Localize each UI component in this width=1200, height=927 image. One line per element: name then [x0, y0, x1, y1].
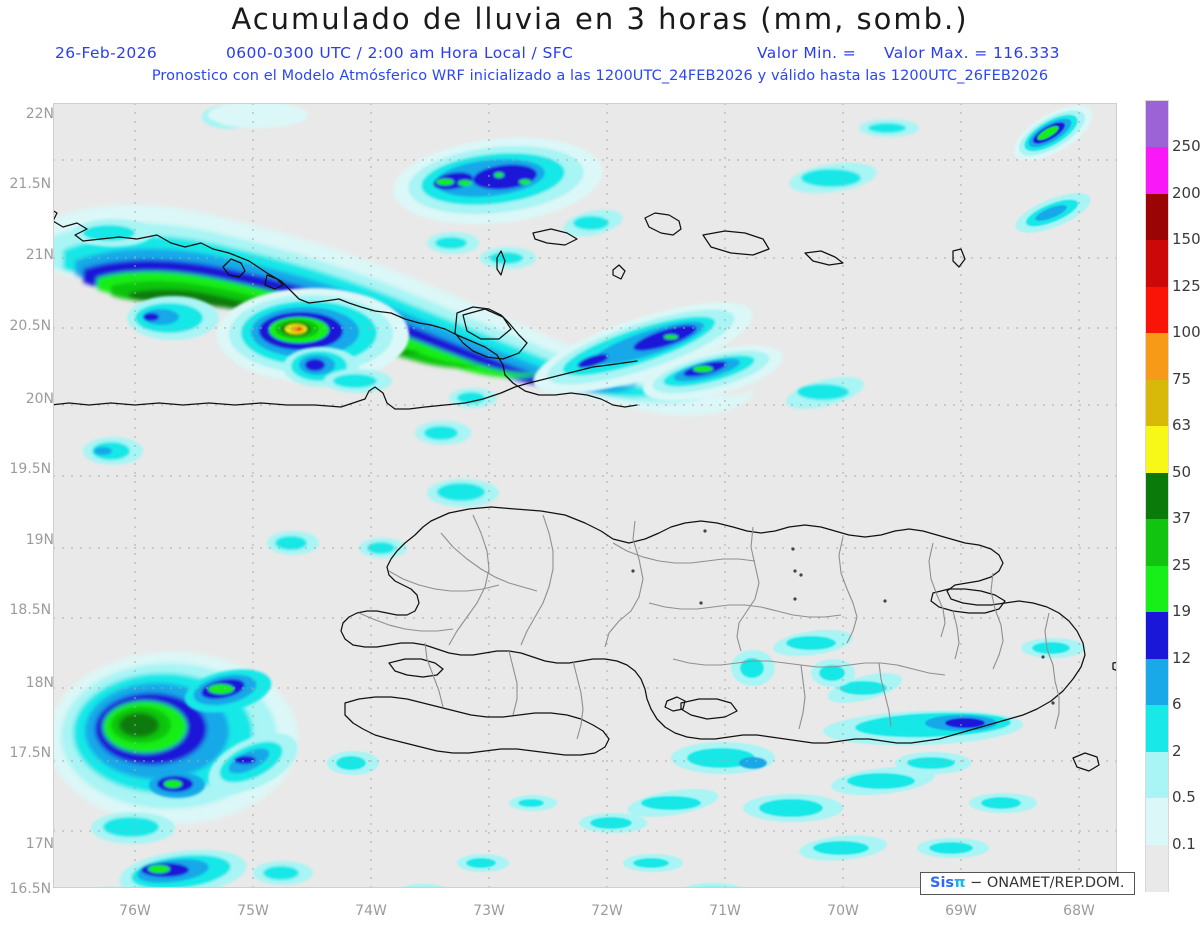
colorbar-tick: 100: [1172, 323, 1200, 342]
y-axis-tick: 20.5N: [9, 318, 52, 334]
forecast-period: 0600-0300 UTC / 2:00 am Hora Local / SFC: [226, 44, 574, 62]
coastline-layer: [53, 209, 1117, 772]
colorbar-band: [1146, 519, 1168, 567]
logo-sis-text: Sis: [930, 875, 955, 891]
contour-dr-south-coast: [327, 629, 1023, 822]
y-axis-tick: 17N: [25, 836, 54, 852]
colorbar-tick: 6: [1172, 695, 1182, 714]
y-axis-tick: 21N: [25, 247, 54, 263]
y-axis-tick: 19N: [25, 532, 54, 548]
y-axis-tick: 19.5N: [9, 461, 52, 477]
colorbar-tick: 12: [1172, 648, 1192, 667]
colorbar-band: [1146, 751, 1168, 799]
colorbar-band: [1146, 658, 1168, 706]
colorbar-band: [1146, 472, 1168, 520]
colorbar-tick: 150: [1172, 230, 1200, 249]
contour-bahamas-band: [393, 137, 603, 225]
contour-southwest-satellite: [91, 669, 313, 888]
value-max-label: Valor Max. = 116.333: [884, 44, 1060, 62]
colorbar-band: [1146, 286, 1168, 334]
y-axis-tick: 18.5N: [9, 602, 52, 618]
colorbar-band: [1146, 612, 1168, 660]
contour-scattered-cells: [267, 119, 919, 558]
logo-agency-text: − ONAMET/REP.DOM.: [970, 875, 1125, 891]
colorbar-tick: 250: [1172, 137, 1200, 156]
colorbar-band: [1146, 101, 1168, 149]
x-axis-tick: 70W: [827, 903, 859, 919]
x-axis-tick: 75W: [237, 903, 269, 919]
colorbar[interactable]: [1145, 100, 1169, 892]
attribution-logo: Sisπ − ONAMET/REP.DOM.: [920, 872, 1135, 895]
x-axis-tick: 68W: [1063, 903, 1095, 919]
x-axis-tick: 69W: [945, 903, 977, 919]
colorbar-band: [1146, 705, 1168, 753]
contour-north-diagonal-band: [533, 302, 753, 394]
x-axis-tick: 73W: [473, 903, 505, 919]
x-axis-tick: 74W: [355, 903, 387, 919]
colorbar-tick: 0.5: [1172, 788, 1196, 807]
colorbar-tick: 200: [1172, 183, 1200, 202]
forecast-date: 26-Feb-2026: [55, 44, 158, 62]
map-plot-area[interactable]: [53, 103, 1117, 888]
contour-eastern-cuba-core: [217, 288, 409, 382]
y-axis-tick: 16.5N: [9, 881, 52, 897]
colorbar-tick: 2: [1172, 741, 1182, 760]
header-subline-1: 26-Feb-2026 0600-0300 UTC / 2:00 am Hora…: [0, 44, 1200, 62]
colorbar-band: [1146, 333, 1168, 381]
colorbar-band: [1146, 240, 1168, 288]
colorbar-tick: 50: [1172, 462, 1192, 481]
page-title: Acumulado de lluvia en 3 horas (mm, somb…: [231, 2, 969, 36]
colorbar-tick: 25: [1172, 555, 1192, 574]
y-axis-tick: 18N: [25, 675, 54, 691]
colorbar-band: [1146, 426, 1168, 474]
precipitation-layer: [53, 103, 1117, 888]
x-axis-tick: 71W: [709, 903, 741, 919]
province-borders-layer: [358, 514, 1060, 740]
logo-pi-icon: π: [954, 875, 966, 891]
y-axis-tick: 22N: [25, 106, 54, 122]
colorbar-band: [1146, 193, 1168, 241]
colorbar-tick: 63: [1172, 416, 1192, 435]
colorbar-tick: 0.1: [1172, 834, 1196, 853]
map-gridlines: [53, 103, 1117, 888]
colorbar-tick: 75: [1172, 369, 1192, 388]
header: Acumulado de lluvia en 3 horas (mm, somb…: [0, 0, 1200, 95]
x-axis-tick: 76W: [119, 903, 151, 919]
contour-northeast-cell: [1013, 105, 1093, 233]
colorbar-tick: 37: [1172, 509, 1192, 528]
value-min-label: Valor Min. =: [757, 44, 857, 62]
x-axis-tick: 72W: [591, 903, 623, 919]
colorbar-band: [1146, 844, 1168, 892]
colorbar-band: [1146, 379, 1168, 427]
colorbar-band: [1146, 565, 1168, 613]
y-axis-tick: 20N: [25, 391, 54, 407]
y-axis-tick: 17.5N: [9, 745, 52, 761]
contour-mid-ocean-band: [642, 345, 784, 401]
y-axis-tick: 21.5N: [9, 176, 52, 192]
colorbar-band: [1146, 147, 1168, 195]
contour-cuba-secondary: [73, 103, 392, 465]
colorbar-tick: 125: [1172, 276, 1200, 295]
model-description: Pronostico con el Modelo Atmósferico WRF…: [151, 68, 1049, 84]
colorbar-band: [1146, 798, 1168, 846]
colorbar-tick: 19: [1172, 602, 1192, 621]
